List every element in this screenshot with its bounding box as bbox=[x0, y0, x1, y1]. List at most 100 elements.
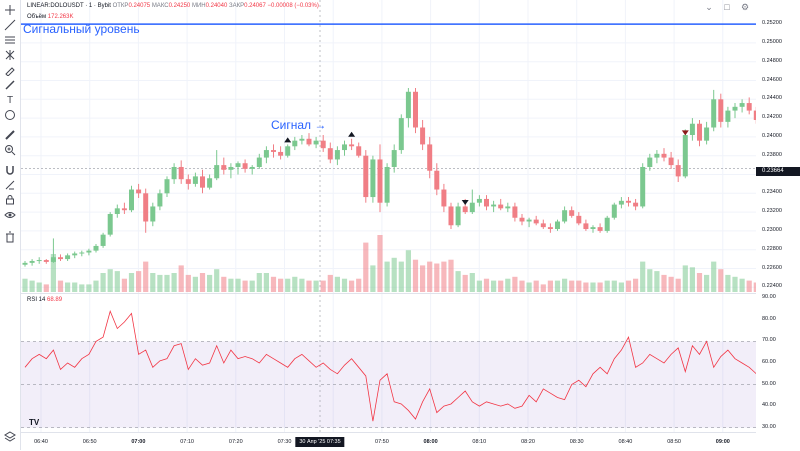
rsi-tick-label: 40.00 bbox=[762, 402, 776, 409]
candle-body bbox=[22, 262, 28, 265]
settings-icon[interactable]: ⚙ bbox=[740, 1, 750, 12]
price-tick-label: 0.22800 bbox=[762, 245, 782, 252]
time-axis[interactable]: 06:4006:5007:0007:1007:2007:3007:4007:50… bbox=[21, 432, 756, 451]
time-tick-label: 08:40 bbox=[618, 439, 633, 445]
candle-body bbox=[732, 106, 738, 111]
rsi-legend[interactable]: RSI 14 68.89 bbox=[27, 297, 62, 303]
trash-icon[interactable] bbox=[3, 230, 17, 244]
candle-body bbox=[739, 103, 745, 107]
volume-bar bbox=[398, 261, 404, 292]
volume-bar bbox=[143, 261, 149, 292]
candle-body bbox=[334, 150, 340, 160]
price-tick-label: 0.24800 bbox=[762, 57, 782, 64]
candle-body bbox=[285, 146, 291, 156]
zoom-in-icon[interactable] bbox=[3, 143, 17, 157]
pane-controls: ⌄ □ ⚙ bbox=[704, 1, 750, 13]
candle-body bbox=[448, 206, 454, 226]
price-tick-label: 0.25000 bbox=[762, 38, 782, 45]
candle-body bbox=[427, 144, 433, 171]
brush-icon[interactable] bbox=[3, 63, 17, 77]
buy-marker bbox=[284, 137, 292, 143]
open-value: 0.24075 bbox=[128, 3, 151, 9]
volume-bar bbox=[455, 271, 461, 292]
candle-body bbox=[689, 123, 695, 136]
eye-icon[interactable] bbox=[3, 208, 17, 222]
close-label: ЗАКР bbox=[228, 3, 245, 9]
candle-body bbox=[200, 176, 205, 188]
volume-bar bbox=[114, 271, 120, 292]
volume-bar bbox=[235, 278, 241, 292]
candle-body bbox=[540, 223, 546, 228]
candle-body bbox=[86, 250, 92, 253]
volume-bar bbox=[270, 276, 277, 292]
candle-body bbox=[583, 223, 589, 230]
ruler-icon[interactable] bbox=[3, 128, 17, 142]
candle-body bbox=[327, 148, 333, 160]
pane-separator[interactable] bbox=[21, 293, 756, 294]
volume-bar bbox=[427, 261, 433, 292]
volume-legend[interactable]: Объём 172.263K bbox=[27, 14, 74, 20]
candle-body bbox=[363, 155, 369, 198]
volume-bar bbox=[554, 280, 561, 292]
price-tick-label: 0.24000 bbox=[762, 132, 782, 139]
symbol-name[interactable]: LINEAR:DOLOUSDT · 1 · Bybit bbox=[27, 3, 111, 9]
pitchfork-icon[interactable] bbox=[3, 48, 17, 62]
lock-drawing-icon[interactable] bbox=[3, 178, 17, 192]
price-scale[interactable]: 0.25200 0.25000 0.24800 0.24600 0.24400 0.242… bbox=[756, 0, 800, 450]
volume-bar bbox=[753, 282, 756, 292]
volume-bar bbox=[547, 280, 553, 292]
volume-bar bbox=[512, 276, 518, 292]
candle-body bbox=[441, 189, 447, 207]
lock-icon[interactable] bbox=[3, 193, 17, 207]
volume-bar bbox=[640, 261, 646, 292]
candle-body bbox=[143, 193, 149, 222]
volume-bar bbox=[533, 280, 539, 292]
time-tick-label: 08:20 bbox=[521, 439, 535, 445]
volume-bar bbox=[199, 273, 206, 292]
candle-body bbox=[455, 206, 461, 226]
rsi-tick-label: 50.00 bbox=[762, 380, 776, 387]
volume-bar bbox=[185, 274, 191, 292]
volume-bar bbox=[221, 276, 227, 292]
candle-body bbox=[214, 165, 220, 179]
magnet-icon[interactable] bbox=[3, 163, 17, 177]
emoji-icon[interactable] bbox=[3, 108, 17, 122]
chart-area[interactable]: LINEAR:DOLOUSDT · 1 · Bybit ОТКР0.24075 … bbox=[21, 0, 800, 450]
candle-body bbox=[661, 153, 667, 158]
text-icon[interactable]: T bbox=[6, 94, 14, 106]
rsi-value: 68.89 bbox=[47, 297, 63, 303]
crosshair-icon[interactable] bbox=[3, 3, 17, 17]
horizontal-lines-icon[interactable] bbox=[3, 33, 17, 47]
price-tick-label: 0.23200 bbox=[762, 208, 782, 215]
candle-body bbox=[640, 166, 646, 207]
volume-bar bbox=[363, 242, 369, 292]
signal-level-label[interactable]: Сигнальный уровень bbox=[23, 22, 140, 36]
volume-bar bbox=[214, 269, 220, 292]
volume-bar bbox=[65, 282, 71, 292]
chart-canvas[interactable] bbox=[21, 0, 756, 432]
volume-bar bbox=[746, 280, 752, 292]
candle-body bbox=[682, 135, 688, 177]
tradingview-logo[interactable]: TV bbox=[29, 418, 40, 427]
candle-body bbox=[50, 257, 56, 262]
signal-label[interactable]: Сигнал → bbox=[271, 118, 327, 132]
candle-body bbox=[697, 123, 702, 141]
pencil-icon[interactable] bbox=[3, 78, 17, 92]
candle-body bbox=[136, 189, 142, 194]
price-tick-label: 0.24200 bbox=[762, 114, 782, 121]
layers-icon[interactable] bbox=[4, 430, 16, 442]
time-tick-label: 07:50 bbox=[375, 439, 389, 445]
trend-line-icon[interactable] bbox=[3, 18, 17, 32]
candle-body bbox=[43, 260, 49, 262]
volume-bar bbox=[192, 276, 198, 292]
volume-bar bbox=[739, 278, 745, 292]
maximize-icon[interactable]: □ bbox=[724, 2, 730, 12]
candle-body bbox=[185, 179, 191, 184]
volume-bar bbox=[391, 257, 397, 292]
volume-bar bbox=[597, 282, 603, 292]
candle-body bbox=[171, 166, 177, 180]
time-tick-label: 09:00 bbox=[715, 439, 730, 445]
candle-body bbox=[342, 144, 347, 151]
rsi-label: RSI 14 bbox=[27, 297, 46, 303]
chevron-down-icon[interactable]: ⌄ bbox=[705, 1, 713, 12]
